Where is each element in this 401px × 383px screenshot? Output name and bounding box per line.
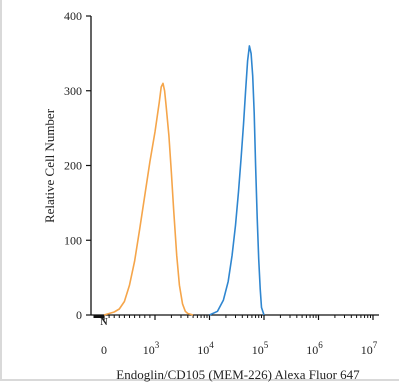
y-tick-label: 0 <box>76 308 82 322</box>
x-tick-label: 106 <box>306 340 323 357</box>
x-axis-label: Endoglin/CD105 (MEM-226) Alexa Fluor 647 <box>116 367 360 382</box>
y-axis-label: Relative Cell Number <box>42 108 57 223</box>
histogram-series-2 <box>209 45 265 316</box>
x-tick-label: 107 <box>361 340 378 357</box>
y-tick-label: 400 <box>64 9 82 23</box>
x-tick-label: 103 <box>143 340 160 357</box>
y-tick-label: 200 <box>64 159 82 173</box>
histogram-series-1 <box>103 82 194 316</box>
y-tick-label: 100 <box>64 233 82 247</box>
plot-area: 0 100 200 300 400 0 103 104 105 106 107 N <box>64 9 379 357</box>
x-tick-label: 0 <box>101 343 107 357</box>
x-tick-label: 104 <box>197 340 214 357</box>
y-tick-label: 300 <box>64 84 82 98</box>
x-zero-marker: N <box>100 317 108 328</box>
x-tick-label: 105 <box>252 340 269 357</box>
